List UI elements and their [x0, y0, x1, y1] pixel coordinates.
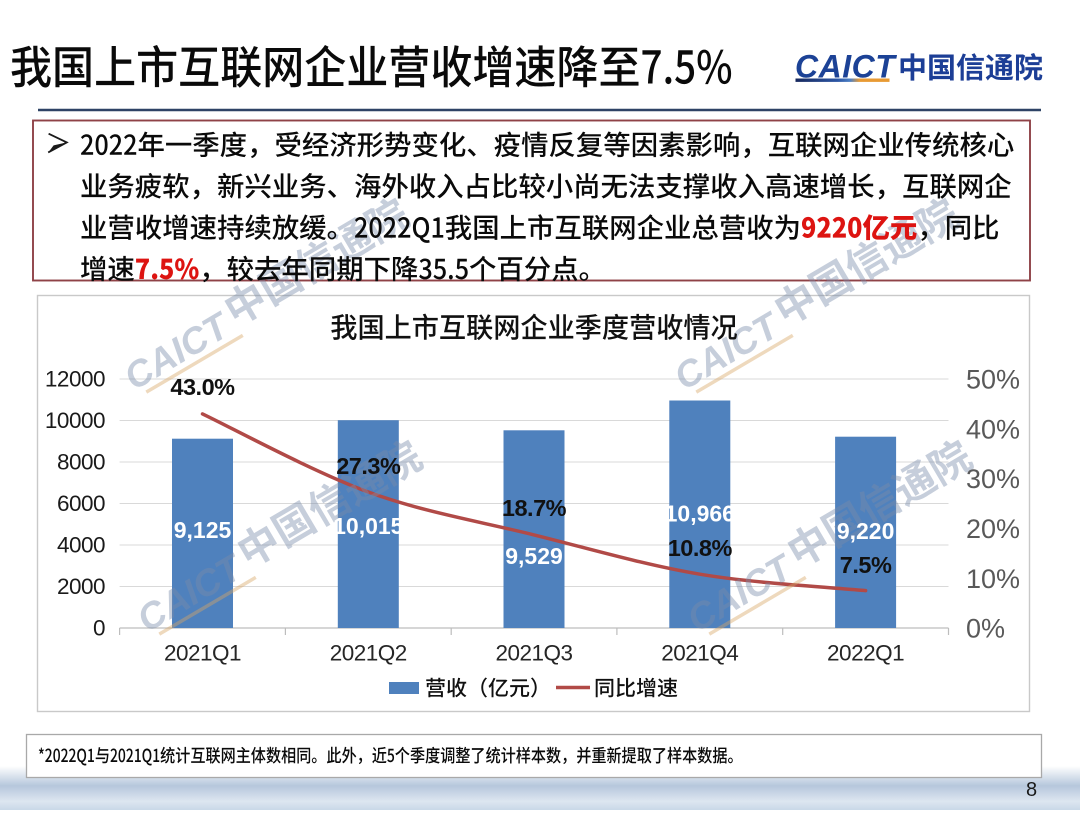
svg-text:2021Q4: 2021Q4 [661, 641, 738, 666]
svg-text:20%: 20% [966, 514, 1020, 544]
svg-text:9,220: 9,220 [837, 518, 895, 544]
svg-text:7.5%: 7.5% [840, 552, 892, 578]
svg-text:18.7%: 18.7% [502, 495, 567, 521]
svg-text:10,966: 10,966 [665, 501, 735, 527]
svg-text:0%: 0% [966, 614, 1005, 644]
svg-text:8000: 8000 [57, 450, 105, 475]
svg-text:10,015: 10,015 [333, 513, 404, 539]
svg-text:2022Q1: 2022Q1 [827, 641, 904, 666]
svg-text:4000: 4000 [57, 533, 105, 558]
svg-text:43.0%: 43.0% [170, 374, 235, 400]
svg-text:6000: 6000 [57, 491, 105, 516]
svg-text:2021Q3: 2021Q3 [495, 641, 572, 666]
svg-text:8: 8 [1026, 779, 1037, 801]
svg-text:2021Q1: 2021Q1 [164, 641, 241, 666]
svg-text:10%: 10% [966, 564, 1020, 594]
svg-text:2021Q2: 2021Q2 [330, 641, 407, 666]
svg-text:0: 0 [93, 616, 105, 641]
svg-text:12000: 12000 [45, 367, 105, 392]
svg-text:40%: 40% [966, 414, 1020, 444]
svg-text:10.8%: 10.8% [668, 535, 733, 561]
svg-text:27.3%: 27.3% [336, 453, 401, 479]
svg-text:10000: 10000 [45, 408, 105, 433]
svg-text:9,529: 9,529 [505, 543, 563, 569]
svg-text:2000: 2000 [57, 574, 105, 599]
svg-text:50%: 50% [966, 365, 1020, 395]
svg-text:9,125: 9,125 [174, 517, 232, 543]
svg-text:30%: 30% [966, 464, 1020, 494]
